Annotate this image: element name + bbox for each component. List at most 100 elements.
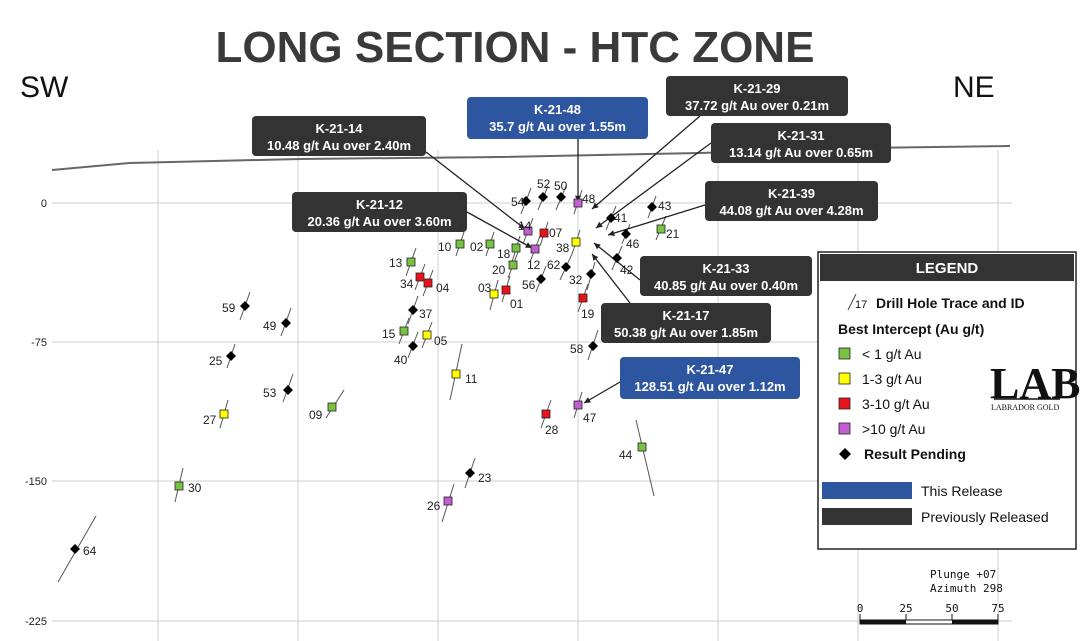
legend-item-label: < 1 g/t Au xyxy=(862,346,922,362)
hole-marker-48 xyxy=(573,198,583,208)
elevation-labels: 0 -75 -150 -225 xyxy=(25,198,47,628)
hole-marker-13 xyxy=(406,257,416,267)
direction-left: SW xyxy=(20,71,69,104)
callout-leader-K-21-31 xyxy=(595,142,712,229)
legend-swatch-red xyxy=(838,397,851,410)
hole-marker-62 xyxy=(561,262,571,272)
scale-bar-segment xyxy=(952,620,998,624)
hole-marker-64 xyxy=(70,544,80,554)
callout-box xyxy=(292,192,467,232)
hole-marker-23 xyxy=(465,468,475,478)
callout-K-21-17: K-21-17 50.38 g/t Au over 1.85m xyxy=(601,303,771,343)
callout-box xyxy=(620,357,800,399)
callout-K-21-31: K-21-31 13.14 g/t Au over 0.65m xyxy=(711,123,891,163)
legend-item-label: >10 g/t Au xyxy=(862,421,925,437)
drill-hole-markers xyxy=(70,192,666,554)
hole-marker-41 xyxy=(606,213,616,223)
callout-K-21-47: K-21-47 128.51 g/t Au over 1.12m xyxy=(620,357,800,399)
logo-name: LABRADOR GOLD xyxy=(991,403,1059,412)
callout-K-21-12: K-21-12 20.36 g/t Au over 3.60m xyxy=(292,192,467,232)
hole-label-41: 41 xyxy=(614,211,628,225)
hole-marker-59 xyxy=(240,301,250,311)
hole-marker-02 xyxy=(485,239,495,249)
callout-box xyxy=(711,123,891,163)
legend-trace-label: Drill Hole Trace and ID xyxy=(876,295,1025,311)
hole-label-25: 25 xyxy=(209,354,223,368)
hole-marker-26 xyxy=(443,496,453,506)
hole-marker-34 xyxy=(415,272,425,282)
legend-item-label: 3-10 g/t Au xyxy=(862,396,930,412)
hole-marker-32 xyxy=(586,269,596,279)
callout-arrowhead xyxy=(584,397,591,403)
scale-label: 25 xyxy=(899,602,912,615)
callout-K-21-39: K-21-39 44.08 g/t Au over 4.28m xyxy=(705,181,878,221)
drill-trace-44 xyxy=(635,419,655,497)
callout-leader-K-21-12 xyxy=(466,211,533,249)
callout-arrowhead xyxy=(596,221,603,228)
callout-intercept: 37.72 g/t Au over 0.21m xyxy=(685,98,829,113)
hole-label-28: 28 xyxy=(545,423,559,437)
hole-label-15: 15 xyxy=(382,327,396,341)
hole-label-40: 40 xyxy=(394,353,408,367)
callout-hole-id: K-21-39 xyxy=(768,186,815,201)
hole-marker-37 xyxy=(408,305,418,315)
hole-marker-56 xyxy=(536,274,546,284)
hole-label-58: 58 xyxy=(570,342,584,356)
logo-mark: LAB xyxy=(990,359,1080,408)
hole-marker-20 xyxy=(508,260,518,270)
callout-box xyxy=(705,181,878,221)
callout-intercept: 10.48 g/t Au over 2.40m xyxy=(267,138,411,153)
hole-label-48: 48 xyxy=(582,192,596,206)
callout-intercept: 35.7 g/t Au over 1.55m xyxy=(489,119,626,134)
callout-arrowhead xyxy=(608,230,615,237)
hole-label-34: 34 xyxy=(400,277,414,291)
hole-marker-01 xyxy=(501,285,511,295)
hole-marker-49 xyxy=(281,318,291,328)
hole-marker-52 xyxy=(538,192,548,202)
callout-arrowhead xyxy=(594,243,601,250)
hole-marker-30 xyxy=(174,481,184,491)
hole-label-12: 12 xyxy=(527,258,541,272)
azimuth-label: Azimuth 298 xyxy=(930,582,1003,595)
hole-marker-53 xyxy=(283,385,293,395)
hole-label-64: 64 xyxy=(83,544,97,558)
hole-label-32: 32 xyxy=(569,273,583,287)
hole-label-19: 19 xyxy=(581,307,595,321)
legend-intercept-heading: Best Intercept (Au g/t) xyxy=(838,321,984,337)
callout-arrowhead xyxy=(592,254,599,261)
map-title: LONG SECTION - HTC ZONE xyxy=(216,23,815,72)
hole-label-21: 21 xyxy=(666,227,680,241)
callout-intercept: 128.51 g/t Au over 1.12m xyxy=(634,379,785,394)
callout-K-21-14: K-21-14 10.48 g/t Au over 2.40m xyxy=(252,116,426,156)
hole-label-20: 20 xyxy=(492,263,506,277)
callout-leader-K-21-29 xyxy=(591,115,701,210)
hole-marker-15 xyxy=(399,326,409,336)
legend-previously-released: Previously Released xyxy=(921,509,1049,525)
hole-marker-12 xyxy=(530,244,540,254)
hole-label-59: 59 xyxy=(222,301,236,315)
labrador-gold-logo: LAB LABRADOR GOLD xyxy=(990,359,1080,412)
callout-intercept: 20.36 g/t Au over 3.60m xyxy=(307,214,451,229)
hole-marker-38 xyxy=(571,237,581,247)
hole-label-44: 44 xyxy=(619,448,633,462)
hole-marker-47 xyxy=(573,400,583,410)
scale-bar-segment xyxy=(860,620,906,624)
callout-arrowhead xyxy=(592,202,599,209)
hole-label-47: 47 xyxy=(583,411,597,425)
hole-marker-18 xyxy=(511,243,521,253)
callout-intercept: 13.14 g/t Au over 0.65m xyxy=(729,145,873,160)
legend-swatch-pending xyxy=(839,448,851,460)
hole-label-42: 42 xyxy=(620,263,634,277)
legend-swatch-purple xyxy=(838,422,851,435)
hole-label-03: 03 xyxy=(478,281,492,295)
callout-hole-id: K-21-17 xyxy=(663,308,710,323)
hole-marker-25 xyxy=(226,351,236,361)
hole-marker-03 xyxy=(489,289,499,299)
callout-leader-K-21-14 xyxy=(425,151,526,230)
hole-label-52: 52 xyxy=(537,177,551,191)
callout-box xyxy=(640,256,812,296)
plunge-label: Plunge +07 xyxy=(930,568,996,581)
callout-box xyxy=(666,76,848,116)
